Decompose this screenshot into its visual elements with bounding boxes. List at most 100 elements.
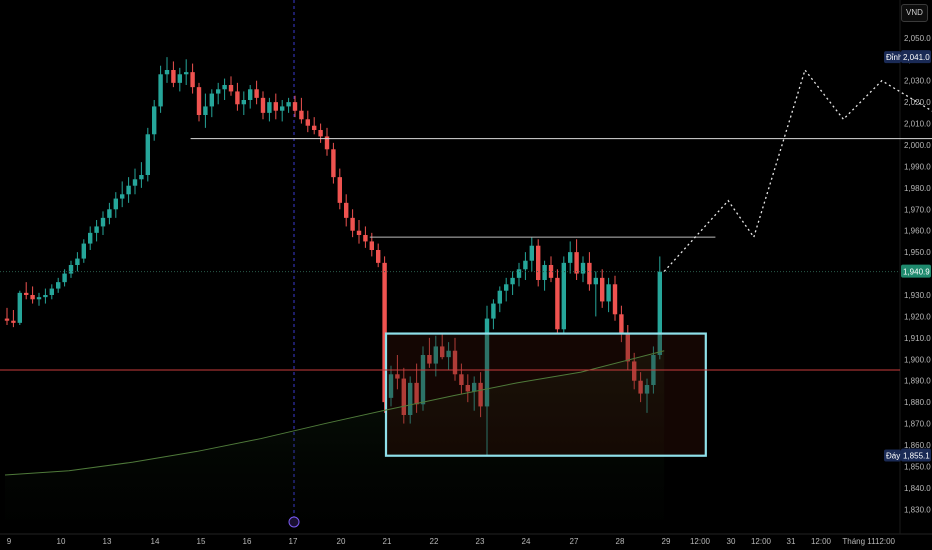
candle-body (644, 385, 650, 394)
y-tick-label: 1,960.0 (904, 227, 931, 236)
candle (132, 168, 138, 195)
candle (228, 76, 234, 96)
candle-body (612, 284, 618, 315)
candle (299, 97, 304, 124)
candle-body (49, 288, 54, 295)
candle (280, 100, 285, 122)
candle (350, 209, 355, 238)
x-tick-label: 14 (151, 537, 160, 546)
candle (452, 337, 458, 381)
candle-body (164, 70, 170, 75)
candle (644, 378, 650, 413)
x-tick-label: 31 (787, 537, 796, 546)
candle (184, 59, 189, 85)
candle (312, 117, 317, 135)
candle (196, 82, 202, 122)
candle (24, 282, 29, 300)
candle (657, 256, 662, 360)
candle (17, 290, 22, 325)
candle-body (24, 292, 29, 295)
candle (408, 376, 413, 424)
candle-body (414, 382, 419, 405)
high-badge-value-bg (901, 50, 931, 64)
candle (120, 181, 125, 208)
candle-body (17, 292, 22, 323)
candle-body (43, 295, 48, 298)
y-tick-label: 2,050.0 (904, 34, 931, 43)
candle-body (580, 262, 586, 274)
candle-body (420, 355, 426, 405)
candle-body (132, 179, 138, 186)
candle (465, 374, 470, 403)
candle-body (158, 74, 163, 107)
candle-body (491, 303, 496, 319)
candle-body (56, 282, 61, 289)
candle (619, 305, 624, 343)
currency-button[interactable]: VND (901, 4, 928, 22)
candle (273, 93, 278, 120)
candle (606, 277, 611, 313)
y-tick-label: 1,950.0 (904, 248, 931, 257)
candle-body (171, 70, 176, 83)
candle-body (94, 226, 99, 233)
candle (568, 241, 573, 274)
x-tick-label: 12:00 (875, 537, 896, 546)
candle-body (344, 202, 349, 218)
candle-body (504, 284, 509, 291)
y-tick-label: 1,860.0 (904, 441, 931, 450)
candle-body (606, 284, 611, 302)
y-tick-label: 1,920.0 (904, 312, 931, 321)
candle-body (145, 134, 150, 175)
candle (75, 252, 80, 272)
candle-body (638, 380, 643, 394)
candle-body (548, 265, 554, 278)
candle (363, 226, 368, 248)
x-tick-label: 23 (476, 537, 485, 546)
y-tick-label: 2,030.0 (904, 77, 931, 86)
candle (459, 363, 464, 394)
candle-body (484, 318, 490, 407)
low-badge-label: Đáy (886, 452, 900, 461)
candle-body (216, 89, 221, 94)
candle (113, 192, 118, 218)
candle-body (107, 209, 112, 218)
candle (286, 97, 291, 113)
candle (4, 307, 10, 325)
candle-body (228, 85, 234, 92)
candle-body (312, 125, 317, 130)
candle (593, 271, 598, 317)
y-tick-label: 1,930.0 (904, 291, 931, 300)
candle (235, 82, 240, 111)
x-tick-label: 16 (243, 537, 252, 546)
candle-body (356, 230, 362, 235)
candle (638, 372, 643, 403)
candle-body (4, 318, 10, 321)
current-price-badge-value-bg (901, 264, 931, 278)
candle (126, 177, 131, 203)
candle (267, 97, 272, 122)
candle (388, 365, 394, 407)
candle-body (318, 130, 323, 137)
support-zone-box (384, 332, 707, 457)
candle (107, 202, 112, 225)
candle-body (433, 346, 438, 364)
candle (376, 243, 381, 268)
candle-body (267, 102, 272, 113)
candle (536, 239, 541, 287)
low-badge-value-bg (901, 448, 931, 462)
high-badge-value: 2,041.0 (903, 53, 930, 62)
candle (164, 57, 170, 83)
candle (600, 269, 605, 308)
candle-body (30, 295, 35, 300)
candle (478, 372, 483, 418)
candle (497, 286, 502, 313)
candle-body (36, 297, 42, 300)
x-tick-label: 12:00 (690, 537, 711, 546)
low-badge-label-bg (884, 449, 901, 462)
candle-body (196, 87, 202, 115)
candle-body (388, 374, 394, 398)
candle-body (177, 74, 182, 83)
candle (516, 262, 522, 287)
candle-body (273, 102, 278, 111)
candle-body (120, 194, 125, 199)
